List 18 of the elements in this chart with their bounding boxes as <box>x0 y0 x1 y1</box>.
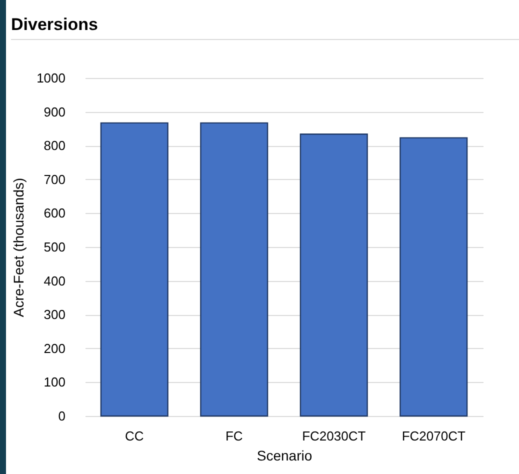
y-tick-label: 500 <box>44 240 66 254</box>
x-tick-label: CC <box>124 428 144 444</box>
chart-title: Diversions <box>11 15 519 40</box>
y-tick-label: 300 <box>44 307 66 322</box>
x-tick-label: FC2030CT <box>302 428 366 444</box>
y-tick-label: 100 <box>44 374 66 390</box>
y-tick-label: 400 <box>44 273 66 288</box>
x-axis-title: Scenario <box>256 448 312 464</box>
y-tick-label: 600 <box>44 206 66 221</box>
y-tick-label: 0 <box>58 408 66 424</box>
y-tick-label: 700 <box>44 172 66 187</box>
y-tick-label: 800 <box>44 138 66 154</box>
y-tick-label: 1000 <box>36 70 66 86</box>
x-tick-label: FC2070CT <box>402 428 466 444</box>
y-tick-label: 200 <box>44 340 66 356</box>
x-tick-label: FC <box>225 428 243 444</box>
y-tick-label: 900 <box>44 104 66 120</box>
y-axis-title: Acre-Feet (thousands) <box>10 178 27 318</box>
